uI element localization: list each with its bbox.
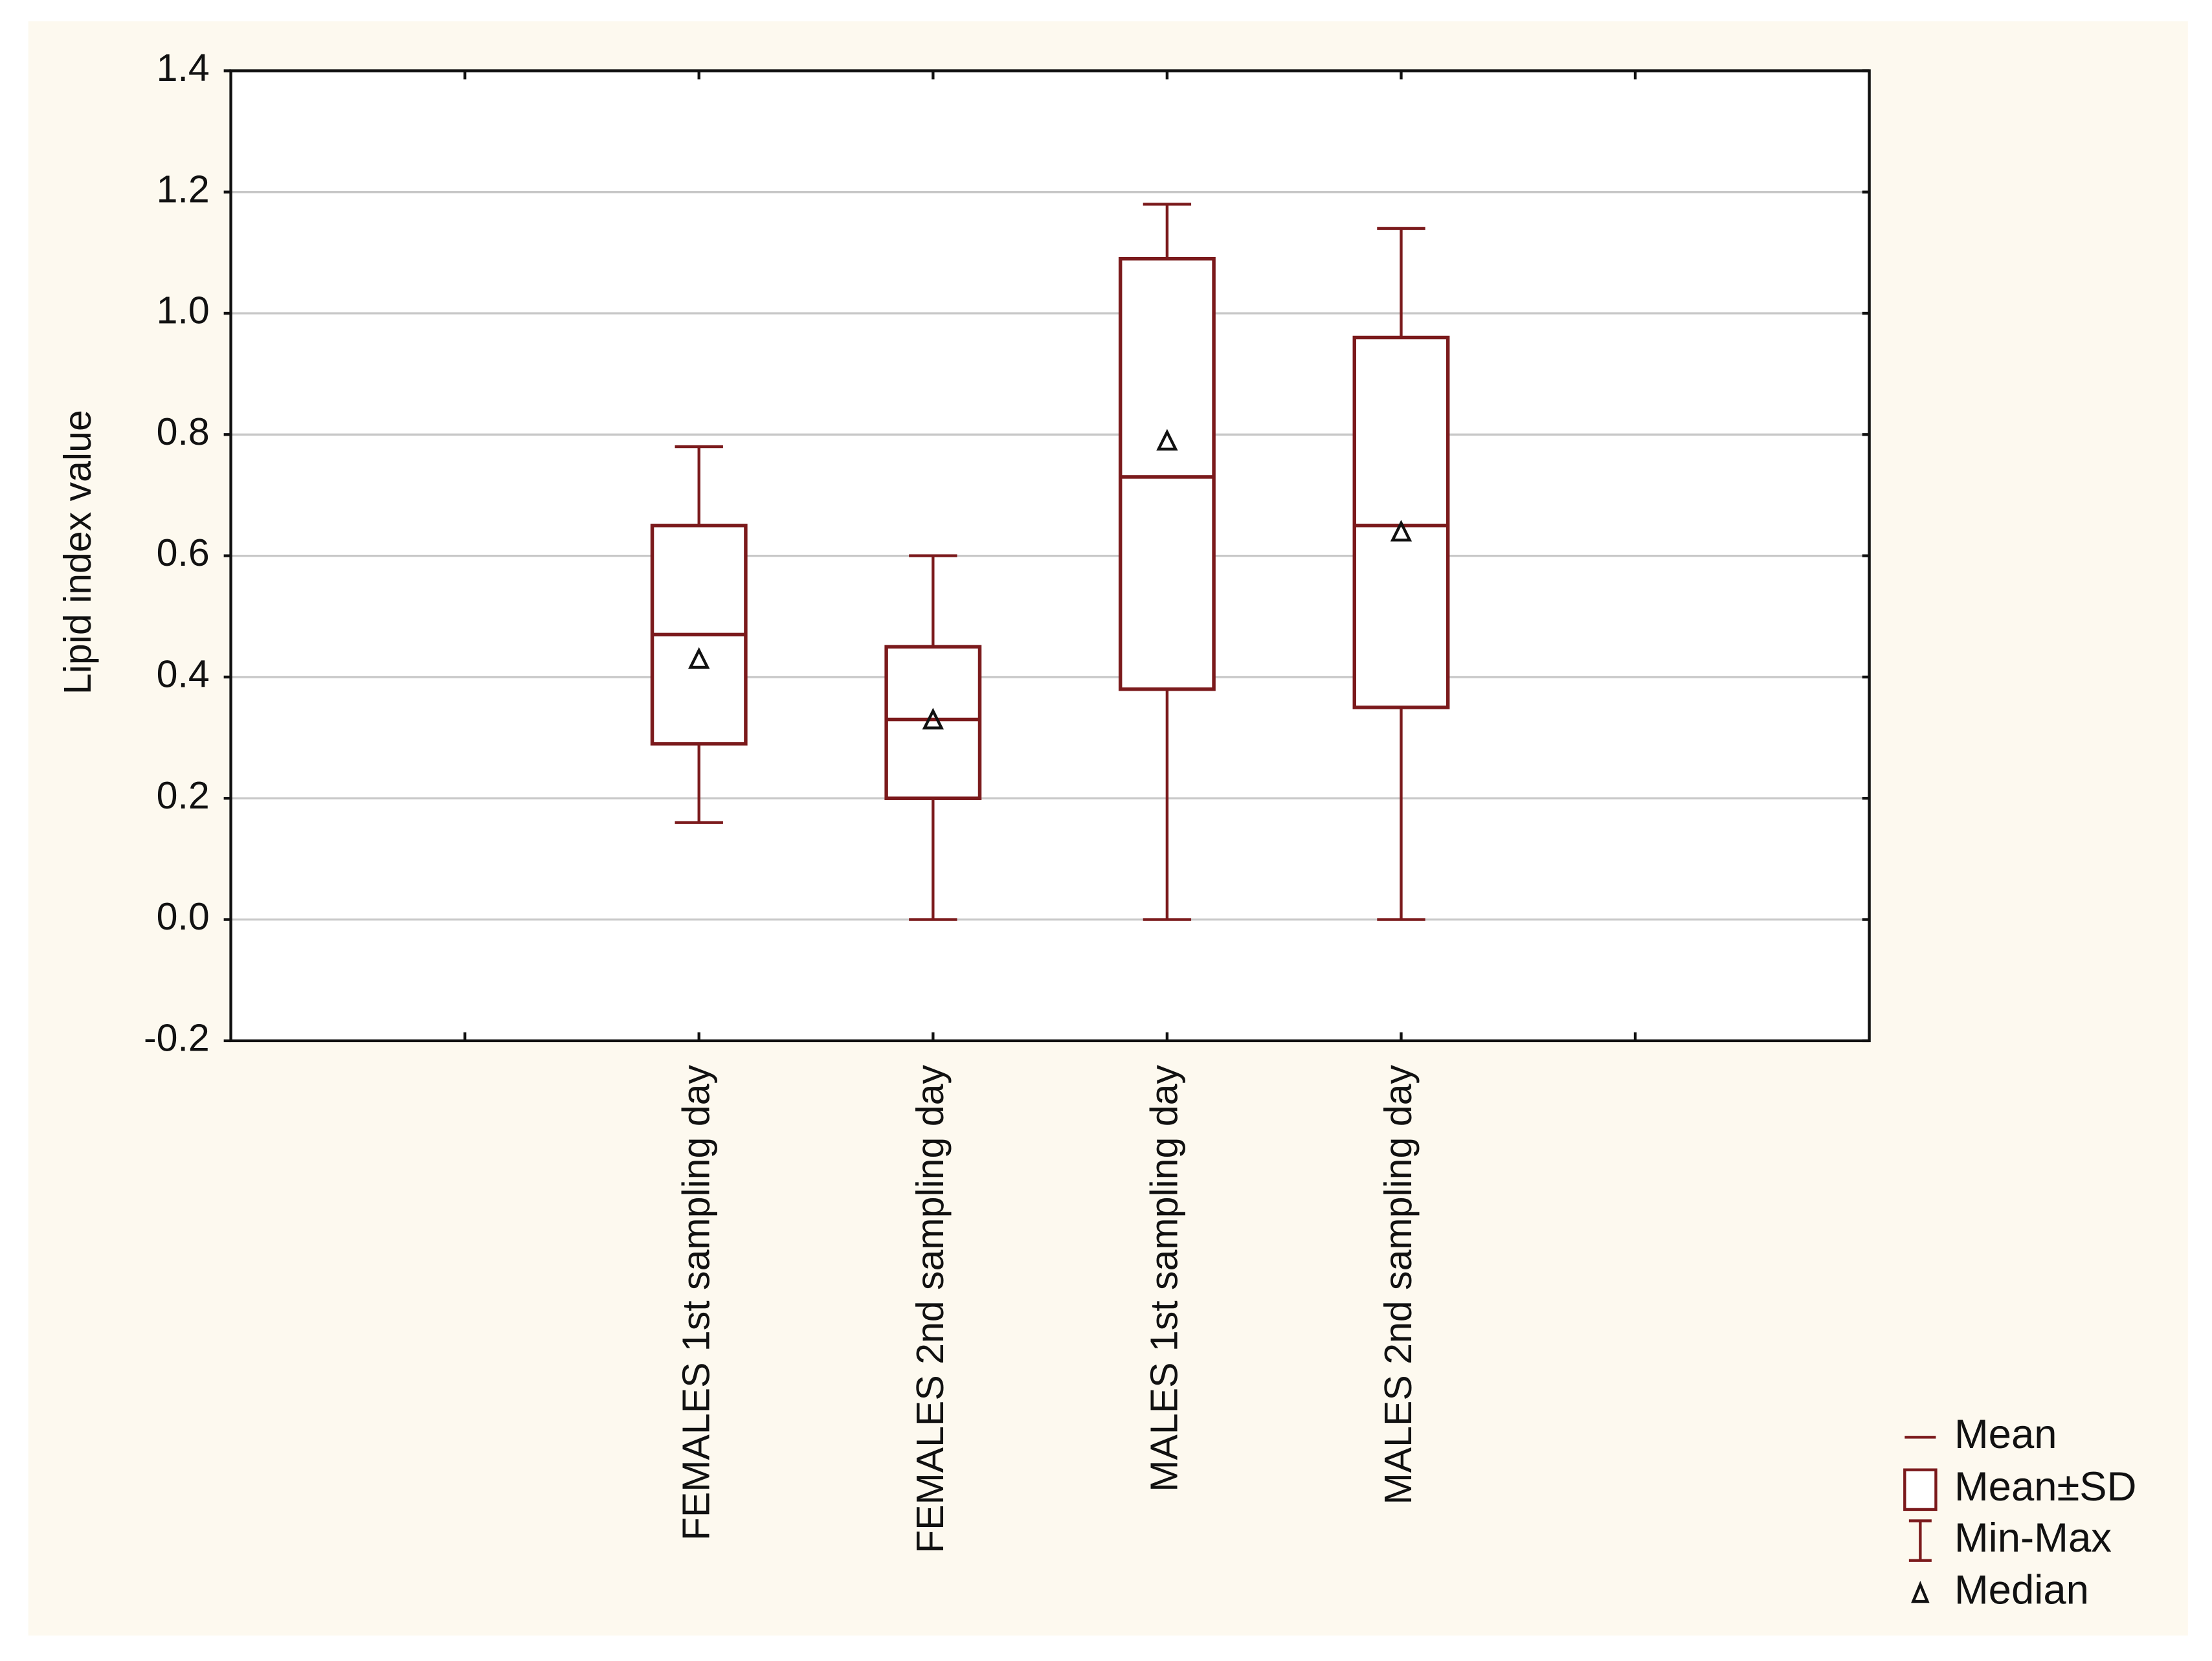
marks [650, 203, 1450, 921]
y-axis-title: Lipid index value [56, 410, 99, 695]
x-tick-label: FEMALES 1st sampling day [675, 1065, 717, 1541]
legend-label: Median [1954, 1568, 2089, 1613]
legend-icon [1911, 1581, 1930, 1603]
sd-box [1118, 256, 1216, 691]
y-tick-label: 0.0 [157, 895, 210, 938]
median-marker [922, 708, 944, 730]
legend-label: Mean±SD [1954, 1464, 2137, 1510]
y-tick-label: 1.2 [157, 168, 210, 210]
sd-box [884, 645, 982, 800]
median-marker [1390, 520, 1413, 542]
y-tick-label: 0.4 [157, 653, 210, 696]
x-tick-label: FEMALES 2nd sampling day [909, 1065, 952, 1554]
x-tick-label: MALES 2nd sampling day [1377, 1065, 1420, 1505]
x-tick-label: MALES 1st sampling day [1143, 1065, 1185, 1492]
y-tick-label: 0.8 [157, 410, 210, 453]
y-tick-label: 0.6 [157, 531, 210, 574]
legend-label: Mean [1954, 1412, 2057, 1457]
y-tick-label: 0.2 [157, 774, 210, 817]
y-tick-label: 1.0 [157, 289, 210, 332]
plot-frame [229, 69, 1871, 1043]
legend-icon [1903, 1468, 1938, 1511]
median-marker [688, 647, 710, 669]
median-marker [1156, 429, 1178, 451]
legend-label: Min-Max [1954, 1515, 2112, 1561]
y-tick-label: -0.2 [144, 1016, 210, 1059]
y-tick-label: 1.4 [157, 47, 210, 89]
